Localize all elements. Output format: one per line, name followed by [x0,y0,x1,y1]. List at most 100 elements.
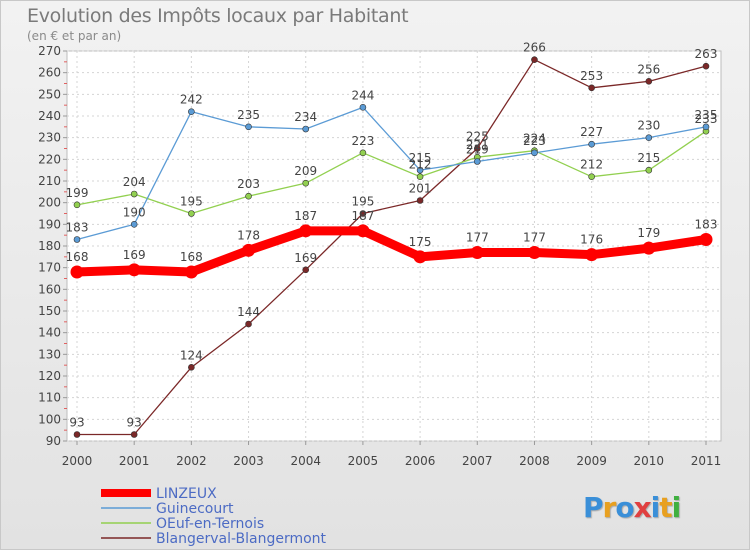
data-label-linzeux: 177 [523,231,546,245]
data-point-oeuf-en-ternois [130,190,138,198]
data-label-blangerval-blangermont: 256 [637,62,660,76]
x-tick-label: 2011 [691,454,722,468]
chart-title: Evolution des Impôts locaux par Habitant [27,5,409,27]
data-point-blangerval-blangermont [702,62,710,70]
data-point-oeuf-en-ternois [188,210,195,217]
y-tick-label: 210 [38,174,61,188]
data-label-linzeux: 176 [580,233,603,247]
legend-label-guinecourt: Guinecourt [156,501,234,517]
y-tick-label: 150 [38,304,61,318]
data-label-guinecourt: 227 [580,125,603,139]
data-point-blangerval-blangermont [645,78,653,85]
data-point-linzeux [413,250,427,264]
data-label-linzeux: 168 [66,250,89,264]
data-label-blangerval-blangermont: 225 [466,130,489,144]
x-tick-label: 2009 [576,454,607,468]
data-label-guinecourt: 230 [637,119,660,133]
x-tick-label: 2006 [405,454,436,468]
series-line-linzeux [72,226,711,277]
data-label-guinecourt: 223 [523,134,546,148]
data-point-linzeux [127,263,141,277]
data-point-linzeux [242,243,256,257]
data-label-oeuf-en-ternois: 195 [180,195,203,209]
data-label-guinecourt: 215 [409,151,432,165]
y-tick-label: 220 [38,152,61,166]
data-label-linzeux: 175 [409,235,432,249]
data-label-guinecourt: 219 [466,143,489,157]
logo-letter: i [650,491,661,524]
data-point-oeuf-en-ternois [416,173,424,180]
y-tick-label: 110 [38,391,61,405]
series-line-oeuf-en-ternois [76,130,707,215]
data-point-blangerval-blangermont [130,431,138,438]
data-point-oeuf-en-ternois [302,179,310,187]
logo-letter: r [602,491,617,524]
y-tick-label: 190 [38,217,61,231]
y-tick-label: 260 [38,66,61,80]
y-tick-label: 140 [38,326,61,340]
data-label-oeuf-en-ternois: 233 [695,112,718,126]
data-label-linzeux: 187 [294,209,317,223]
data-point-blangerval-blangermont [359,210,367,217]
data-point-oeuf-en-ternois [245,192,252,200]
data-label-linzeux: 168 [180,250,203,264]
data-label-blangerval-blangermont: 195 [351,195,374,209]
data-point-guinecourt [531,149,538,157]
y-tick-label: 200 [38,196,61,210]
data-label-oeuf-en-ternois: 224 [523,132,546,146]
data-label-blangerval-blangermont: 201 [409,182,432,196]
data-label-blangerval-blangermont: 93 [69,416,84,430]
data-point-linzeux [699,233,713,246]
data-point-guinecourt [702,123,710,131]
data-label-guinecourt: 190 [123,205,146,219]
data-label-blangerval-blangermont: 93 [127,416,142,430]
data-label-blangerval-blangermont: 169 [294,251,317,265]
data-point-linzeux [470,246,484,259]
y-tick-label: 120 [38,369,61,383]
data-label-linzeux: 187 [351,209,374,223]
logo-letter: t [659,491,672,524]
y-tick-label: 250 [38,87,61,101]
x-tick-label: 2004 [290,454,321,468]
data-label-linzeux: 179 [637,226,660,240]
logo-letter: x [633,491,652,524]
data-point-linzeux [527,246,541,259]
data-point-guinecourt [245,123,252,131]
y-tick-label: 180 [38,239,61,253]
data-point-guinecourt [359,104,367,111]
data-point-oeuf-en-ternois [359,149,367,157]
data-label-oeuf-en-ternois: 215 [637,151,660,165]
logo-letter: i [671,491,682,524]
data-label-blangerval-blangermont: 253 [580,69,603,83]
data-label-linzeux: 178 [237,228,260,242]
x-tick-label: 2008 [519,454,550,468]
y-tick-label: 230 [38,131,61,145]
data-label-blangerval-blangermont: 263 [695,47,718,61]
logo-letter: P [583,491,604,524]
data-point-oeuf-en-ternois [588,173,595,180]
data-label-blangerval-blangermont: 124 [180,348,203,362]
data-label-guinecourt: 235 [695,108,718,122]
data-label-oeuf-en-ternois: 212 [580,158,603,172]
data-point-guinecourt [73,236,81,243]
data-point-guinecourt [588,140,595,148]
data-label-blangerval-blangermont: 266 [523,41,546,55]
x-tick-label: 2005 [348,454,379,468]
data-label-guinecourt: 235 [237,108,260,122]
data-label-guinecourt: 234 [294,110,317,124]
logo-letter: o [615,491,634,524]
data-label-oeuf-en-ternois: 212 [409,158,432,172]
data-label-guinecourt: 183 [66,221,89,235]
data-label-oeuf-en-ternois: 203 [237,177,260,191]
y-tick-label: 240 [38,109,61,123]
data-point-guinecourt [416,166,424,174]
x-tick-label: 2007 [462,454,493,468]
data-point-guinecourt [130,221,138,228]
x-tick-label: 2000 [62,454,93,468]
data-point-blangerval-blangermont [531,56,538,63]
x-tick-label: 2010 [634,454,665,468]
legend-label-linzeux: LINZEUX [156,486,217,502]
y-tick-label: 270 [38,44,61,58]
data-point-blangerval-blangermont [473,145,481,152]
